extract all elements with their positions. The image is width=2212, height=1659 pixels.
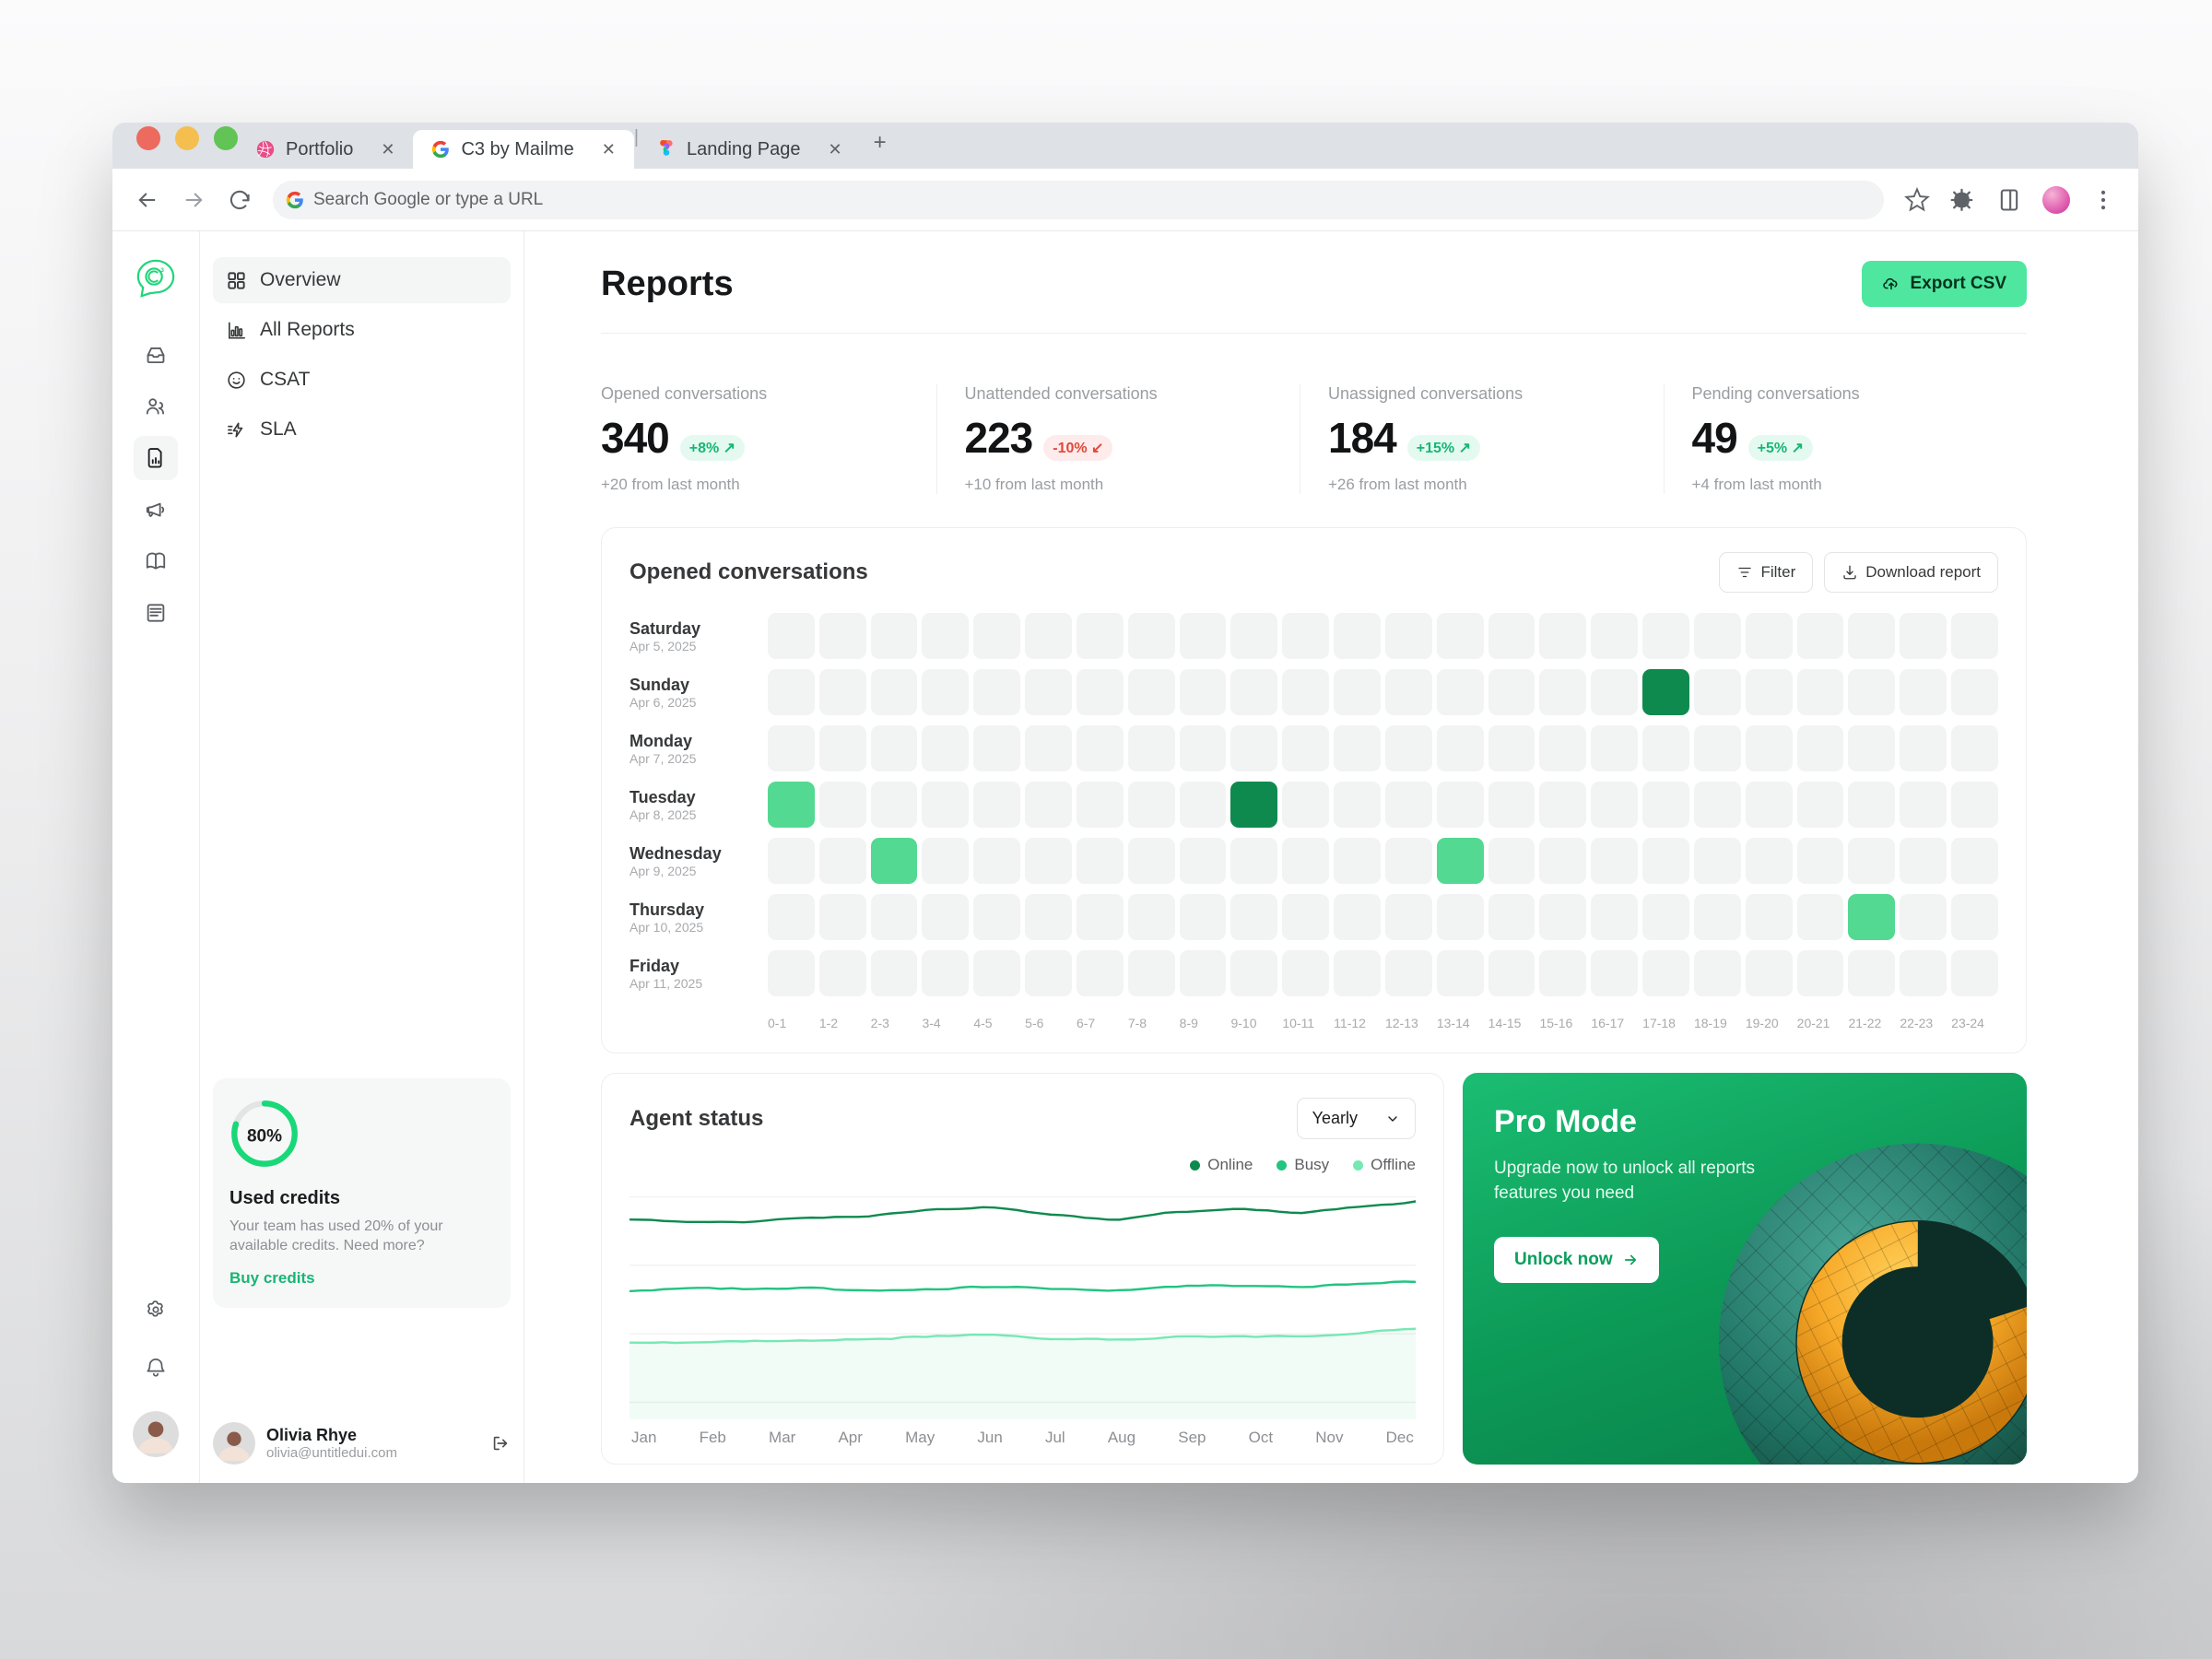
svg-text:80%: 80% (247, 1126, 282, 1146)
svg-text:3: 3 (160, 267, 164, 274)
